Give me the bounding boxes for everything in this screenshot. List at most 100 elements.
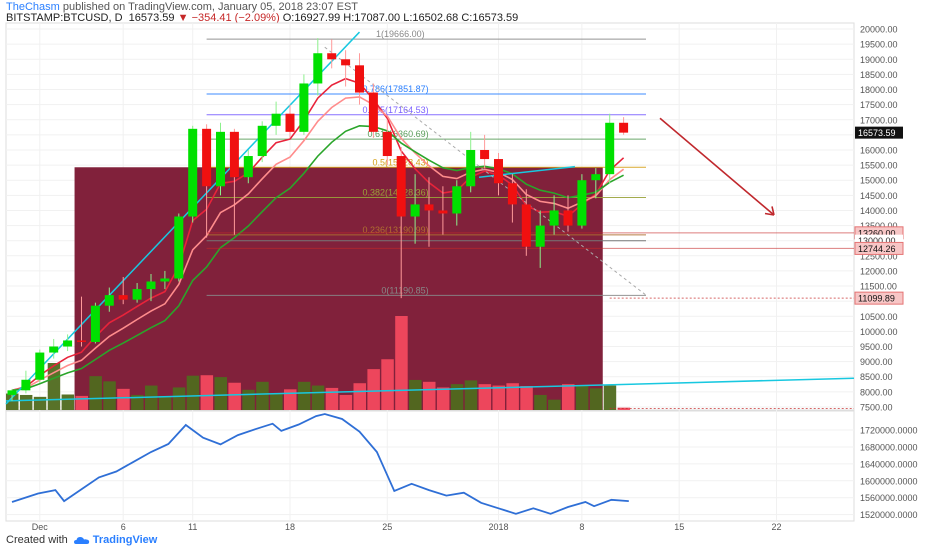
price-tick-label: 13500.00 [860, 221, 898, 231]
time-tick-label: 18 [285, 522, 295, 532]
fib-level-label: 0.786(17851.87) [363, 84, 429, 94]
candle-body [49, 346, 59, 353]
forecast-arrow-line [659, 117, 775, 216]
volume-bar [520, 386, 533, 410]
time-tick-label: 2018 [488, 522, 508, 532]
volume-bar [548, 399, 561, 410]
last-price: 16573.59 [128, 12, 175, 24]
candle-body [327, 53, 337, 60]
price-tick-label: 19500.00 [860, 40, 898, 50]
candle-body [90, 305, 100, 342]
time-tick-label: 11 [188, 522, 197, 532]
price-tick-label: 17500.00 [860, 100, 898, 110]
dashed-down-trend-line [324, 46, 647, 296]
time-tick-label: 25 [382, 522, 392, 532]
volume-bar [353, 383, 366, 410]
rsi-tick-label: 1640000.0000 [860, 459, 918, 469]
candle-body [160, 278, 170, 282]
rsi-tick-label: 1720000.0000 [860, 426, 918, 436]
forecast-arrow-head [764, 206, 775, 216]
publish-line: TheChasm published on TradingView.com, J… [6, 1, 358, 13]
time-tick-label: 8 [579, 522, 584, 532]
candle-body [341, 59, 351, 66]
rsi-pane [6, 413, 854, 516]
price-tick-label: 16000.00 [860, 145, 898, 155]
volume-bar [492, 385, 505, 410]
price-tick-label: 12000.00 [860, 266, 898, 276]
candle-body [104, 295, 114, 306]
price-tick-label: 7500.00 [860, 402, 893, 412]
fib-level-label: 1(19666.00) [376, 29, 425, 39]
volume-bar [367, 369, 380, 410]
candle-body [396, 156, 406, 217]
candle-body [243, 156, 253, 178]
candle-body [507, 183, 517, 205]
price-tick-label: 11500.00 [860, 282, 897, 292]
price-axis[interactable]: 7500.00 8000.00 8500.00 9000.00 9500.00 10000… [860, 25, 898, 413]
price-tick-label: 15000.00 [860, 176, 898, 186]
volume-bar [61, 394, 75, 410]
candle-body [382, 131, 392, 157]
volume-bar [395, 316, 408, 410]
candle-body [605, 122, 615, 175]
candle-body [494, 159, 503, 184]
volume-bar [450, 384, 464, 410]
tradingview-link[interactable]: TradingView [92, 534, 158, 546]
close-value: C:16573.59 [461, 12, 519, 24]
time-tick-label: Dec [32, 522, 49, 532]
candle-body [466, 149, 476, 187]
rsi-tick-label: 1680000.0000 [860, 442, 918, 452]
price-tick-label: 20000.00 [860, 25, 898, 35]
volume-bar [297, 381, 311, 410]
candle-body [77, 340, 86, 342]
volume-bar [478, 384, 492, 410]
candle-body [368, 92, 378, 132]
volume-bar [534, 394, 547, 410]
volume-bar [589, 388, 603, 410]
candle-body [216, 131, 225, 187]
volume-bar [436, 387, 450, 410]
candle-body [549, 210, 559, 226]
volume-bar [158, 395, 172, 410]
price-tag-label: 13000.00 [858, 236, 896, 246]
author-name[interactable]: TheChasm [6, 1, 60, 13]
volume-bar [464, 380, 478, 410]
rsi-tick-label: 1560000.0000 [860, 493, 918, 503]
candle-body [35, 352, 45, 380]
volume-bar [75, 395, 88, 410]
price-tag-box [855, 126, 903, 139]
price-tag-label: 11099.89 [858, 294, 895, 304]
symbol-label: BITSTAMP:BTCUSD, D [6, 12, 123, 24]
candle-body [229, 131, 239, 178]
time-axis[interactable]: Dec 6 11 18 25 2018 8 15 22 [32, 522, 782, 532]
fib-zone-fill [74, 167, 603, 410]
volume-bar [311, 385, 325, 410]
volume-bar [284, 389, 297, 410]
price-tag-label: 16573.59 [858, 128, 896, 138]
volume-bar [6, 393, 19, 410]
candle-body [299, 83, 309, 132]
candle-body [410, 204, 420, 217]
candle-body [132, 289, 142, 300]
volume-bar [200, 375, 214, 410]
candle-body [313, 53, 323, 84]
rsi-line [11, 413, 629, 515]
volume-bar [103, 381, 116, 410]
publish-info: published on TradingView.com, January 05… [59, 1, 359, 13]
price-tick-label: 14000.00 [860, 206, 898, 216]
horizontal-support-line [5, 377, 855, 402]
volume-bar [562, 384, 575, 410]
volume-bar [131, 394, 144, 410]
candle-body [424, 204, 434, 211]
price-tag-label: 13260.00 [858, 228, 896, 238]
volume-bar [603, 385, 617, 410]
created-with-label: Created with [6, 534, 68, 546]
fib-level-label: 0.236(13190.99) [363, 225, 429, 235]
volume-bar [214, 377, 227, 410]
price-tag-label: 12744.26 [858, 244, 896, 254]
volume-bar [186, 375, 200, 410]
rsi-axis[interactable]: 1520000.0000 1560000.0000 1600000.0000 1640… [860, 426, 918, 521]
volume-bar [506, 383, 519, 410]
volume-bar [270, 394, 283, 410]
